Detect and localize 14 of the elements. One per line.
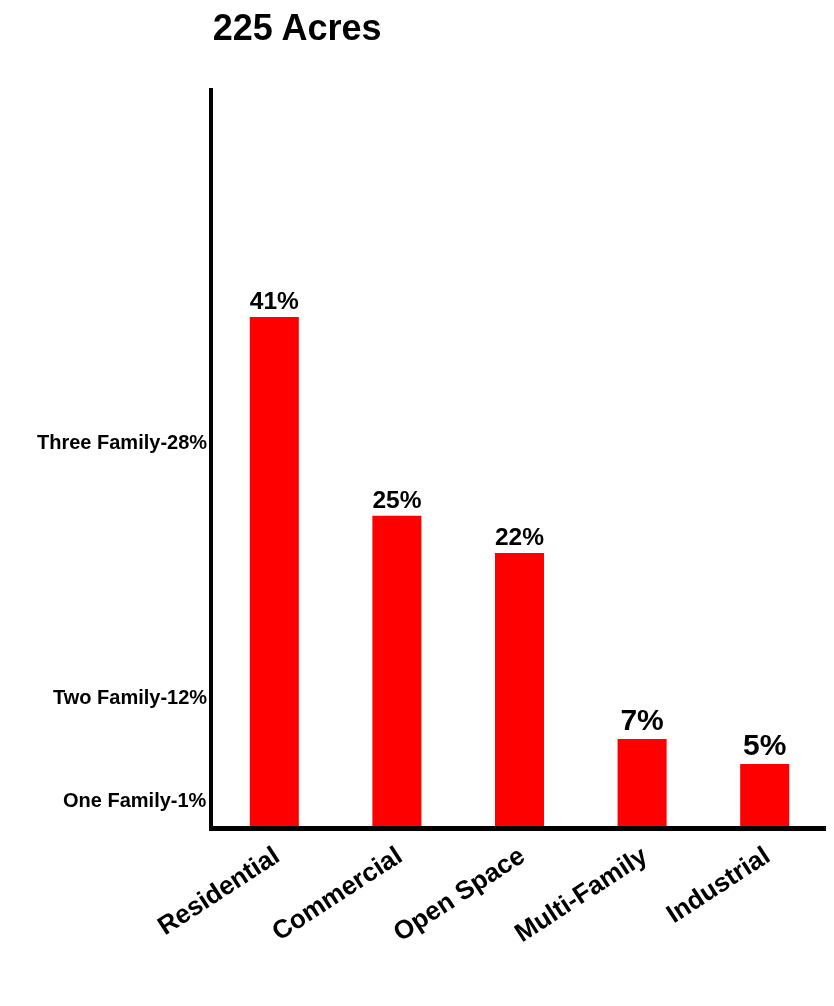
data-label: 7% — [620, 703, 664, 737]
text: Three Family-28% — [37, 431, 208, 453]
bar — [494, 552, 545, 826]
data-label: 41% — [249, 287, 300, 315]
bar — [249, 317, 299, 826]
text: Two Family-12% — [53, 686, 208, 708]
data-label: 25% — [372, 485, 422, 513]
data-label: 5% — [743, 727, 787, 761]
data-label: 22% — [494, 523, 545, 550]
chart-title: 225 Acres — [212, 7, 382, 49]
text: One Family-1% — [63, 789, 207, 811]
bar — [740, 763, 790, 826]
bar — [372, 515, 422, 826]
bar — [617, 739, 667, 826]
